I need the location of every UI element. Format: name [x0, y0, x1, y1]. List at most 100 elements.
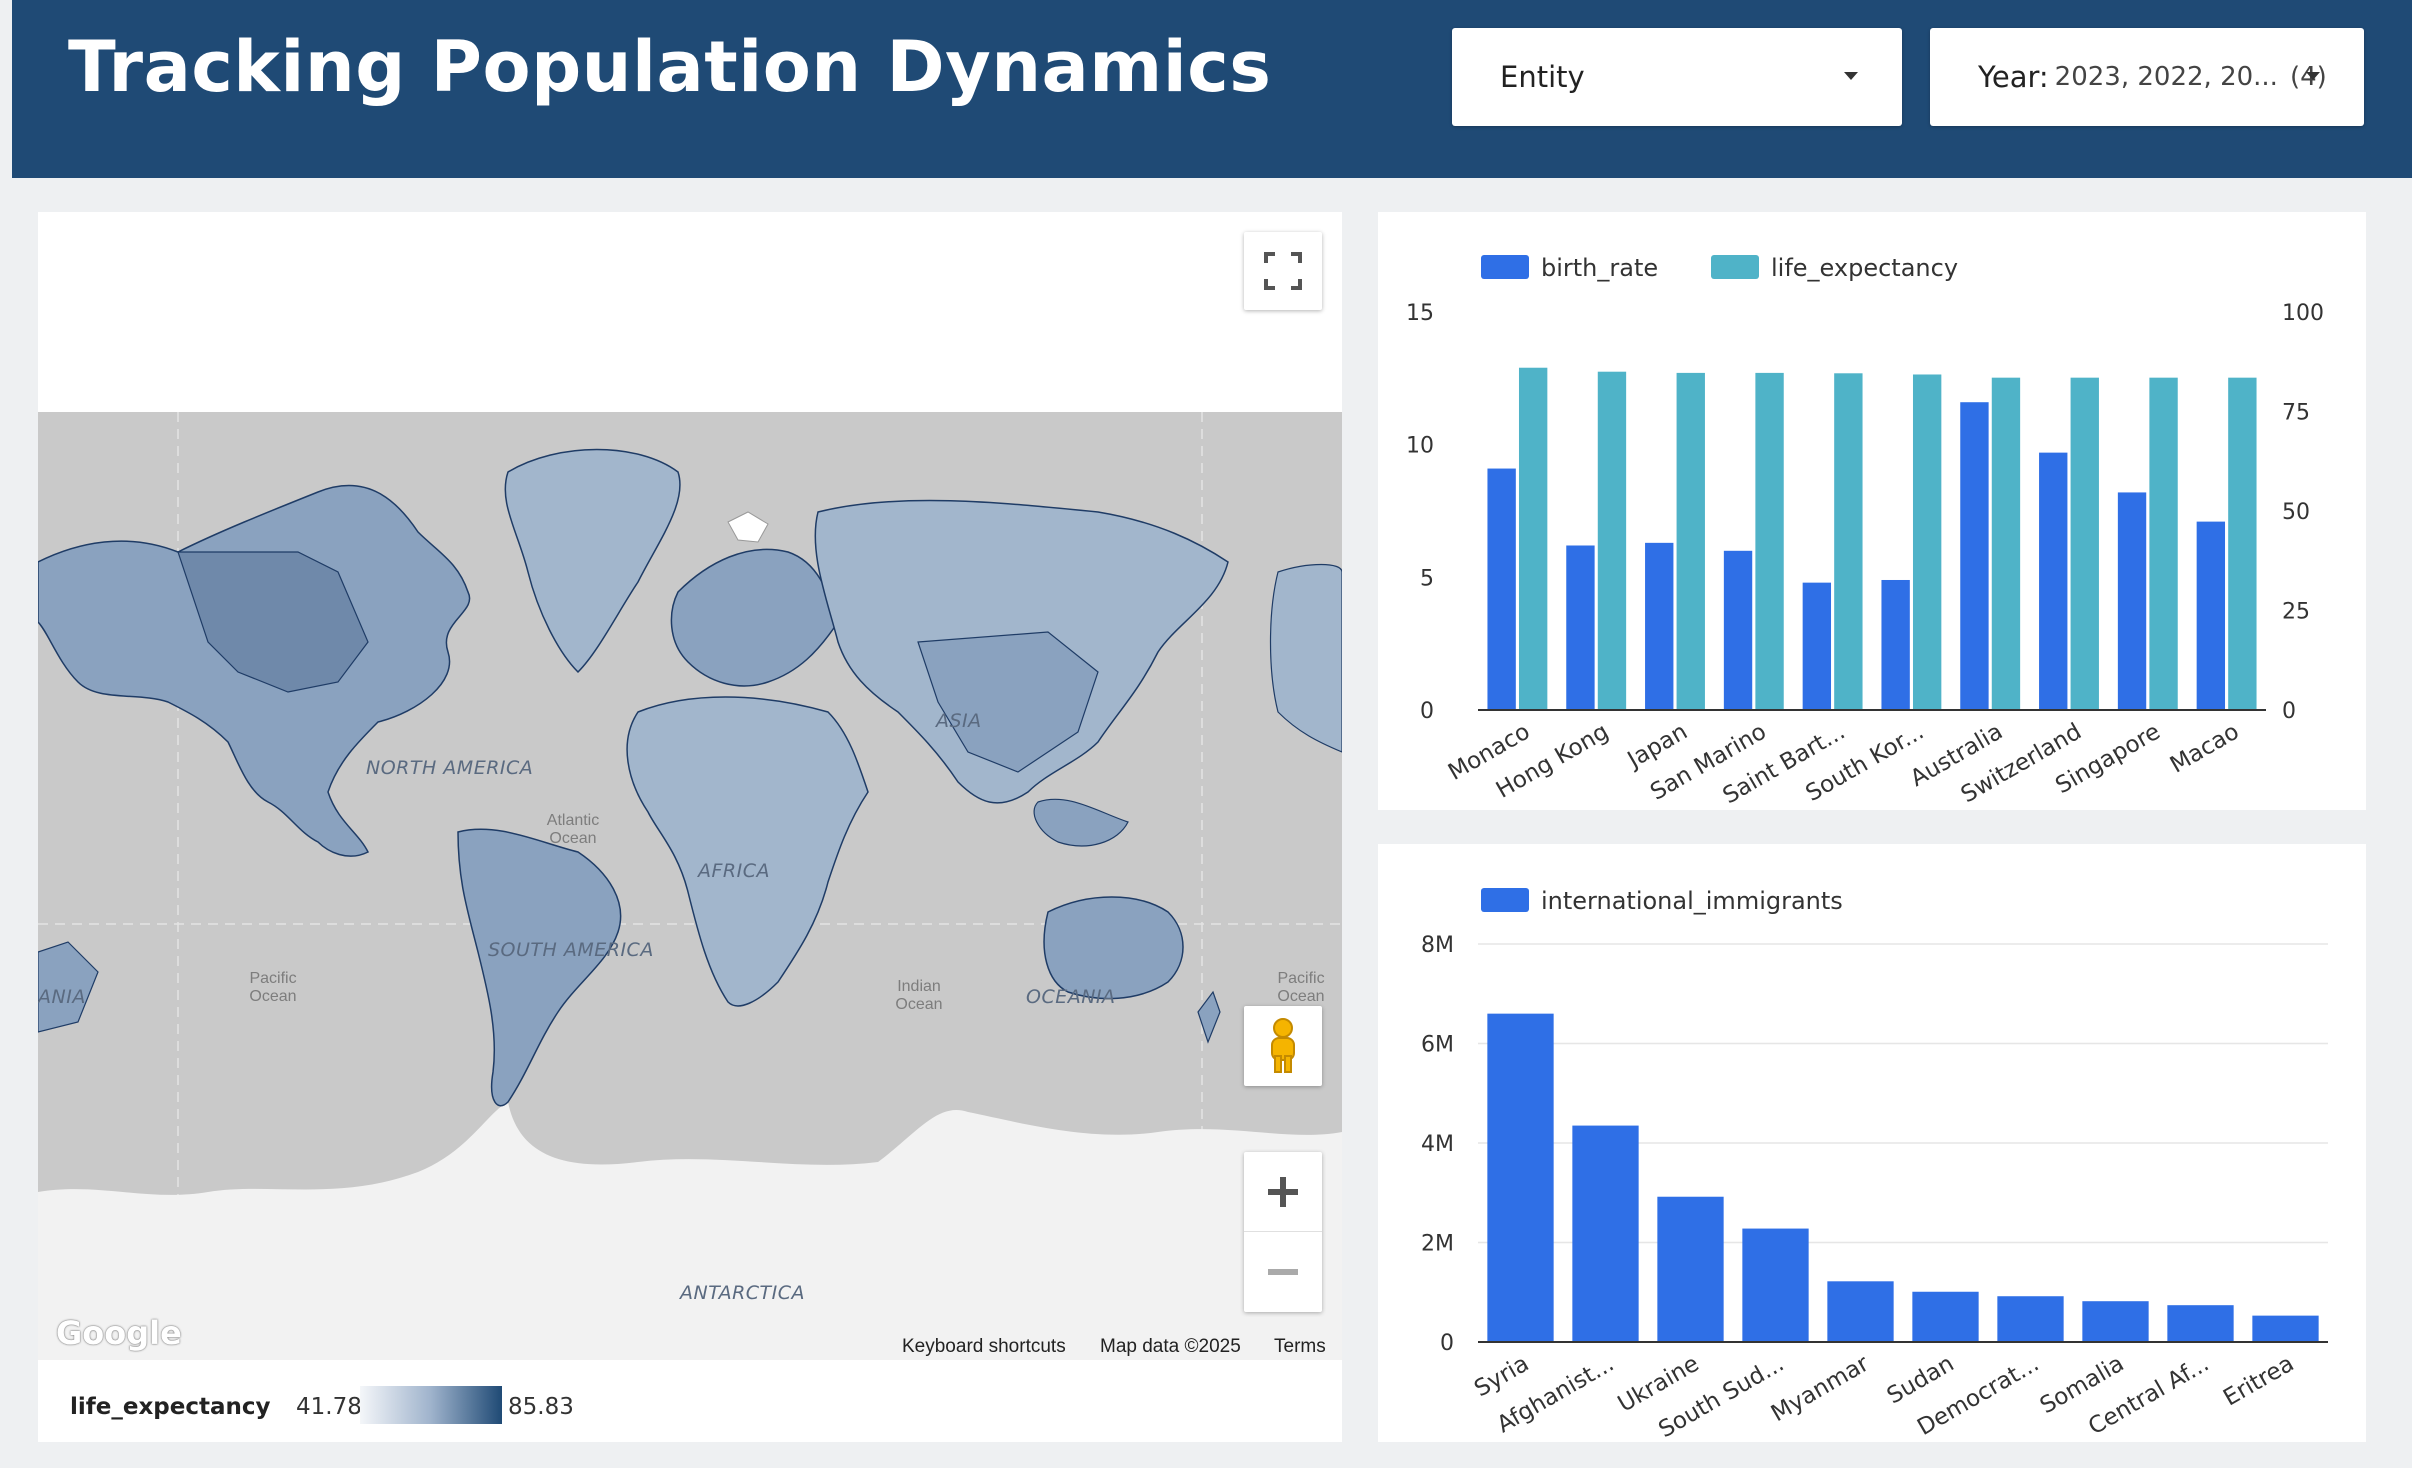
map-label-oceania-left: ANIA [38, 986, 86, 1008]
map-data-attribution: Map data ©2025 [1100, 1336, 1241, 1357]
birth-rate-life-expectancy-chart[interactable]: birth_rate life_expectancy 0 5 10 15 0 25 50 75 10… [1378, 212, 2366, 810]
international-immigrants-chart[interactable]: international_immigrants02M4M6M8MSyriaAf… [1378, 844, 2366, 1442]
y-right-tick-label: 0 [2282, 699, 2296, 724]
zoom-in-button[interactable] [1244, 1153, 1322, 1232]
year-filter-label: Year: [1978, 60, 2049, 94]
bar-international-immigrants [1742, 1228, 1809, 1342]
bar-life-expectancy [1912, 374, 1942, 710]
international-immigrants-chart-card: international_immigrants 0 2M 4M 6M 8M Syria Af… [1378, 844, 2366, 1442]
keyboard-shortcuts-link[interactable]: Keyboard shortcuts [902, 1336, 1066, 1357]
street-view-pegman-icon [1271, 1018, 1295, 1073]
bar-life-expectancy [2228, 377, 2257, 710]
bar-international-immigrants [1827, 1281, 1894, 1342]
chevron-down-icon [1844, 72, 1858, 80]
year-filter-dropdown[interactable]: Year: 2023, 2022, 20... (4) [1930, 28, 2364, 126]
street-view-button[interactable] [1244, 1006, 1322, 1086]
x-tick-label: Eritrea [2219, 1351, 2298, 1412]
y-right-tick-label: 75 [2282, 401, 2310, 426]
bar-birth-rate [2039, 452, 2068, 710]
y-left-tick-label: 5 [1420, 566, 1434, 591]
map-label-atlantic-ocean: Atlantic Ocean [546, 812, 600, 847]
bar-life-expectancy [2149, 377, 2178, 710]
y-tick-label: 0 [1440, 1331, 1454, 1356]
bar-life-expectancy [1991, 377, 2021, 710]
chevron-down-icon [2306, 72, 2320, 80]
bar-birth-rate [2196, 521, 2226, 710]
bar-life-expectancy [1755, 372, 1784, 710]
bar-international-immigrants [2167, 1305, 2234, 1342]
africa-shape [626, 696, 869, 1007]
bar-international-immigrants [1657, 1196, 1724, 1342]
bar-international-immigrants [2082, 1301, 2149, 1342]
map-label-north-america: NORTH AMERICA [366, 757, 534, 779]
bar-international-immigrants [1487, 1013, 1554, 1342]
x-tick-label: Myanmar [1767, 1350, 1874, 1427]
map-label-pacific-ocean-right: Pacific Ocean [1277, 970, 1325, 1005]
zoom-out-button[interactable] [1244, 1232, 1322, 1312]
legend-swatch-birth_rate [1481, 255, 1529, 279]
australia-shape [1043, 896, 1184, 1000]
map-label-indian-ocean: Indian Ocean [895, 978, 943, 1013]
y-tick-label: 8M [1421, 933, 1454, 958]
bar-birth-rate [1802, 582, 1832, 710]
bar-international-immigrants [1997, 1296, 2064, 1342]
y-right-tick-label: 50 [2282, 500, 2310, 525]
minus-icon [1268, 1268, 1298, 1275]
bar-birth-rate [1723, 550, 1753, 710]
map-label-south-america: SOUTH AMERICA [488, 939, 654, 961]
europe-shape [670, 548, 839, 687]
bar-life-expectancy [1518, 367, 1548, 710]
bar-birth-rate [1566, 545, 1595, 710]
bar-life-expectancy [1676, 372, 1705, 710]
bar-birth-rate [2117, 492, 2147, 710]
legend-min-value: 41.78 [296, 1394, 362, 1420]
year-filter-selected: 2023, 2022, 20... [2054, 62, 2278, 92]
map-color-legend: life_expectancy 41.78 85.83 [38, 1372, 1342, 1442]
terms-link[interactable]: Terms [1274, 1336, 1326, 1357]
entity-filter-label: Entity [1500, 60, 1585, 94]
china-india-detail [917, 631, 1099, 773]
map-label-oceania: OCEANIA [1026, 986, 1116, 1008]
legend-metric-label: life_expectancy [70, 1394, 271, 1420]
fullscreen-button[interactable] [1244, 232, 1322, 310]
bar-birth-rate [1881, 579, 1910, 710]
map-label-asia: ASIA [936, 710, 982, 732]
bar-birth-rate [1960, 402, 1989, 710]
google-logo: Google [56, 1314, 182, 1352]
x-tick-label: Syria [1470, 1351, 1533, 1403]
map-card: NORTH AMERICA SOUTH AMERICA AFRICA ASIA … [38, 212, 1342, 1442]
bar-life-expectancy [1597, 371, 1627, 710]
plus-icon [1268, 1176, 1298, 1207]
fullscreen-icon [1264, 252, 1302, 290]
legend-gradient-bar [360, 1386, 502, 1424]
zoom-control [1244, 1152, 1322, 1312]
y-tick-label: 2M [1421, 1232, 1454, 1257]
south-america-shape [457, 828, 622, 1107]
map-label-pacific-ocean-left: Pacific Ocean [249, 970, 297, 1005]
bar-life-expectancy [1834, 373, 1863, 710]
legend-label-life_expectancy: life_expectancy [1771, 254, 1958, 282]
greenland-shape [504, 448, 681, 674]
y-tick-label: 4M [1421, 1132, 1454, 1157]
world-map-shapes [38, 412, 1342, 1360]
bar-international-immigrants [1572, 1125, 1639, 1342]
bar-birth-rate [1487, 468, 1516, 710]
legend-label-birth_rate: birth_rate [1541, 254, 1658, 282]
y-left-tick-label: 0 [1420, 699, 1434, 724]
legend-swatch-life_expectancy [1711, 255, 1759, 279]
y-tick-label: 6M [1421, 1033, 1454, 1058]
world-map[interactable]: NORTH AMERICA SOUTH AMERICA AFRICA ASIA … [38, 412, 1342, 1360]
legend-label-international_immigrants: international_immigrants [1541, 887, 1843, 915]
x-tick-label: Macao [2166, 719, 2244, 779]
entity-filter-dropdown[interactable]: Entity [1452, 28, 1902, 126]
page-title: Tracking Population Dynamics [68, 26, 1272, 108]
bar-life-expectancy [2070, 377, 2099, 710]
legend-max-value: 85.83 [508, 1394, 574, 1420]
bar-birth-rate [1645, 542, 1674, 710]
antarctica-shape [38, 1102, 1342, 1360]
map-label-antarctica: ANTARCTICA [680, 1282, 806, 1304]
map-label-africa: AFRICA [698, 860, 770, 882]
alaska-canada-detail [177, 551, 369, 693]
bar-international-immigrants [2252, 1315, 2319, 1342]
y-right-tick-label: 25 [2282, 600, 2310, 625]
